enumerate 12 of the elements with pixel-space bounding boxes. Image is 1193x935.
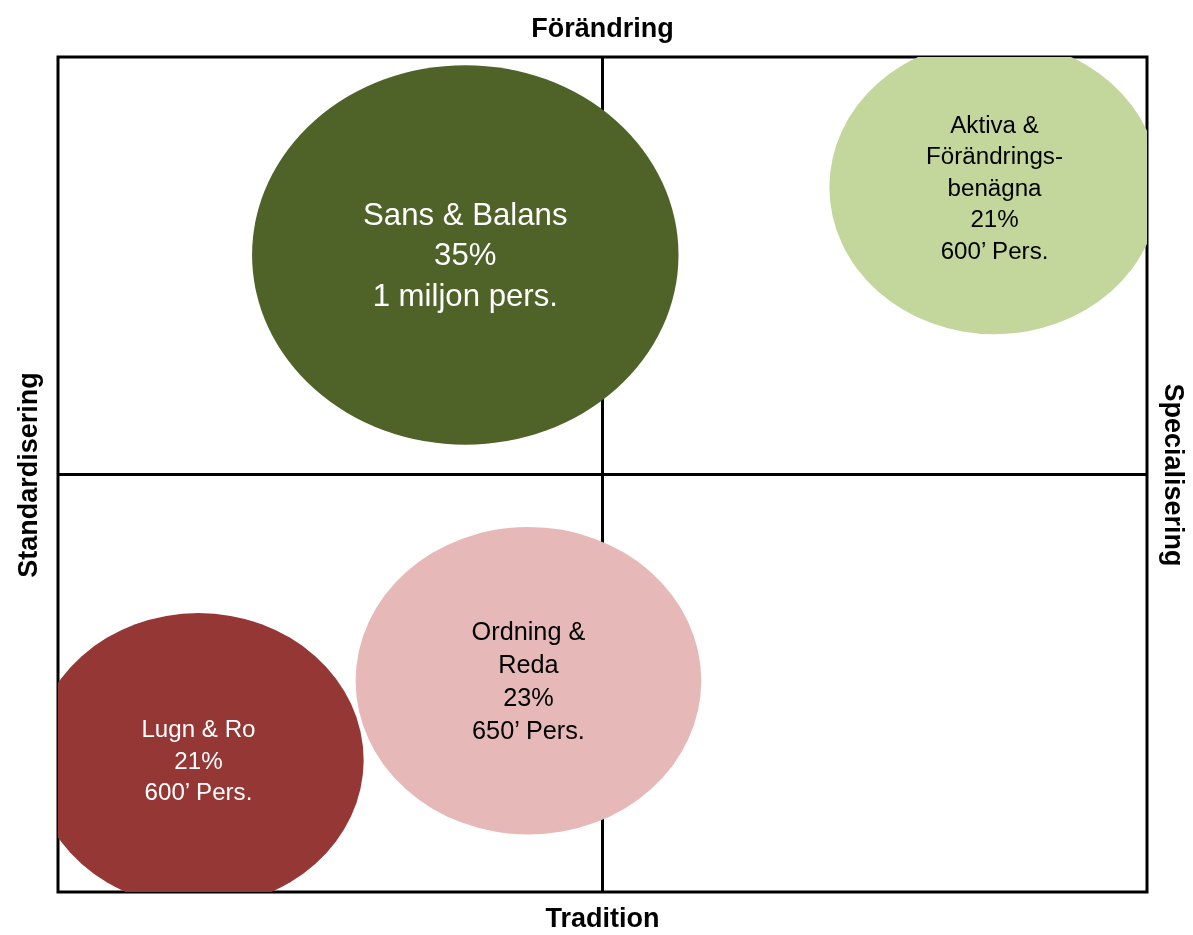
category-label: Ordning & Reda [471,617,586,679]
data-label: 21% 600’ Pers. [144,746,253,805]
category-label: Lugn & Ro [141,715,256,743]
category-label: Aktiva & Förändrings- benägna [926,110,1063,201]
data-label: 21% 600’ Pers. [940,205,1049,264]
text: Specialisering [1157,382,1189,567]
data-label: 35% 1 miljon pers. [372,237,558,313]
text: Förändring [531,12,674,44]
data-label: 23% 650’ Pers. [472,683,585,745]
category-label: Sans & Balans [363,196,568,232]
text: Tradition [545,902,660,934]
text: Standardisering [12,371,44,578]
